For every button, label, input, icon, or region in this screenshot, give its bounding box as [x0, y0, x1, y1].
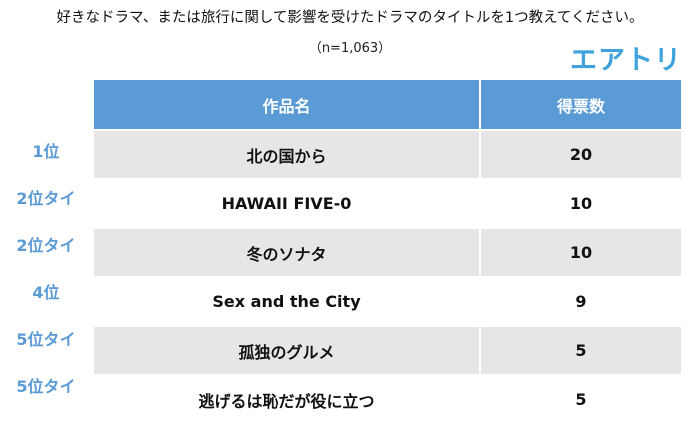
- rank-label: 4位: [32, 283, 60, 302]
- vote-count: 5: [480, 374, 683, 423]
- rank-label: 1位: [32, 142, 60, 161]
- rank-label: 2位タイ: [16, 236, 76, 255]
- drama-title: 冬のソナタ: [94, 227, 481, 277]
- vote-count: 9: [480, 276, 683, 326]
- vote-count: 10: [480, 227, 683, 277]
- table-row: 北の国から 20: [94, 129, 683, 179]
- drama-title: 北の国から: [94, 129, 481, 179]
- question-title: 好きなドラマ、または旅行に関して影響を受けたドラマのタイトルを1つ教えてください…: [56, 10, 644, 26]
- table-row: Sex and the City 9: [94, 276, 683, 326]
- table-row: 冬のソナタ 10: [94, 227, 683, 277]
- drama-title: HAWAII FIVE-0: [94, 178, 481, 228]
- rank-label: 2位タイ: [16, 189, 76, 208]
- table-row: HAWAII FIVE-0 10: [94, 178, 683, 228]
- header-title: 作品名: [94, 80, 481, 130]
- drama-title: Sex and the City: [94, 276, 481, 326]
- rank-label: 5位タイ: [16, 377, 76, 396]
- header-votes: 得票数: [480, 80, 683, 130]
- table-row: 孤独のグルメ 5: [94, 325, 683, 375]
- ranking-table: 作品名 得票数 北の国から 20 HAWAII FIVE-0 10 冬のソナタ 10 Sex…: [94, 80, 683, 423]
- brand-logo: エアトリ: [570, 45, 682, 76]
- table-row: 逃げるは恥だが役に立つ 5: [94, 374, 683, 423]
- drama-title: 孤独のグルメ: [94, 325, 481, 375]
- rank-label: 5位タイ: [16, 330, 76, 349]
- vote-count: 20: [480, 129, 683, 179]
- rank-column: 1位 2位タイ 2位タイ 4位 5位タイ 5位タイ: [0, 128, 92, 410]
- drama-title: 逃げるは恥だが役に立つ: [94, 374, 481, 423]
- vote-count: 10: [480, 178, 683, 228]
- sample-size: （n=1,063）: [308, 41, 392, 56]
- vote-count: 5: [480, 325, 683, 375]
